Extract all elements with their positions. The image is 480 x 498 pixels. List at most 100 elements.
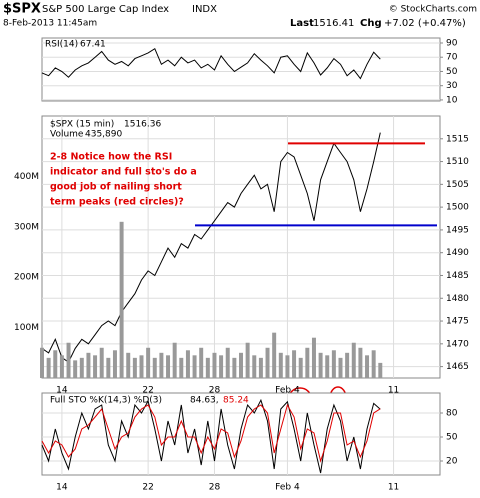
volume-bar — [331, 350, 336, 378]
volume-bar — [119, 221, 124, 378]
price-title: $SPX (15 min) — [50, 120, 114, 130]
rsi-last: 67.41 — [80, 40, 106, 50]
x-tick-label: 14 — [56, 483, 68, 493]
chg-label: Chg — [360, 18, 382, 29]
symbol: $SPX — [3, 2, 41, 17]
volume-bar — [325, 355, 330, 378]
volume-bar — [59, 355, 64, 378]
volume-bar — [318, 352, 323, 378]
volume-bar — [172, 342, 177, 378]
volume-bar — [252, 355, 257, 378]
annotation: term peaks (red circles)? — [50, 197, 184, 208]
annotation: 2-8 Notice how the RSI — [50, 152, 172, 163]
volume-bar — [79, 357, 84, 378]
sto-title: Full STO %K(14,3) %D(3) — [50, 396, 162, 406]
volume-bar — [212, 352, 217, 378]
exchange: INDX — [192, 4, 217, 15]
volume-bar — [139, 355, 144, 378]
volume-bar — [93, 355, 98, 378]
y-tick-label: 20 — [446, 457, 458, 467]
volume-bar — [132, 357, 137, 378]
panel — [41, 37, 441, 102]
volume-bar — [112, 350, 117, 378]
annotation: good job of nailing short — [50, 182, 182, 193]
y-tick-label: 1475 — [446, 317, 469, 327]
y-tick-label: 90 — [446, 38, 458, 48]
volume-bar — [126, 352, 131, 378]
volume-bar — [338, 357, 343, 378]
volume-bar — [152, 357, 157, 378]
rsi-name: RSI(14) — [45, 40, 78, 50]
volume-bar — [265, 347, 270, 378]
volume-bar — [245, 342, 250, 378]
volume-bar — [239, 352, 243, 378]
x-tick-label: 22 — [142, 483, 153, 493]
date: 8-Feb-2013 11:45am — [3, 19, 97, 29]
volume-bar — [225, 347, 230, 378]
x-tick-label: 11 — [388, 483, 399, 493]
y-tick-label: 1505 — [446, 180, 469, 190]
volume-bar — [106, 357, 111, 378]
series-line — [41, 47, 381, 80]
sto-k-last: 84.63, — [190, 396, 219, 406]
copyright: © StockCharts.com — [389, 5, 477, 15]
volume-bar — [305, 347, 310, 378]
volume-bar — [205, 357, 210, 378]
volume-bar — [99, 347, 104, 378]
y-tick-label: 50 — [446, 67, 458, 77]
y-tick-label: 80 — [446, 409, 458, 419]
chg: +7.02 (+0.47%) — [384, 18, 466, 29]
volume-last: 435,890 — [85, 130, 122, 140]
volume-bar — [46, 357, 51, 378]
y2-tick-label: 200M — [14, 273, 39, 283]
volume-bar — [179, 357, 184, 378]
price-last: 1516.36 — [124, 120, 161, 130]
volume-bar — [192, 355, 197, 378]
y-tick-label: 1495 — [446, 225, 469, 235]
series-line — [41, 403, 381, 463]
volume-bar — [351, 342, 356, 378]
volume-bar — [40, 347, 44, 378]
volume-bar — [146, 347, 151, 378]
index-name: S&P 500 Large Cap Index — [42, 4, 169, 15]
volume-bar — [365, 355, 370, 378]
volume-name: Volume — [50, 130, 84, 140]
last-label: Last — [290, 18, 314, 29]
y2-tick-label: 400M — [14, 172, 39, 182]
x-tick-label: Feb 4 — [275, 483, 300, 493]
y2-tick-label: 300M — [14, 222, 39, 232]
x-tick-label: Feb 4 — [275, 386, 300, 396]
volume-bar — [311, 337, 316, 378]
volume-bar — [199, 347, 204, 378]
volume-bar — [219, 355, 224, 378]
volume-bar — [53, 350, 58, 378]
x-tick-label: 28 — [209, 386, 221, 396]
volume-bar — [345, 352, 350, 378]
volume-bar — [232, 357, 237, 378]
y-tick-label: 1480 — [446, 294, 469, 304]
y-tick-label: 1465 — [446, 362, 469, 372]
x-tick-label: 22 — [142, 386, 153, 396]
volume-bar — [73, 360, 78, 378]
volume-bar — [285, 355, 290, 378]
y-tick-label: 1490 — [446, 248, 469, 258]
y-tick-label: 1470 — [446, 339, 469, 349]
y-tick-label: 1515 — [446, 134, 469, 144]
x-tick-label: 28 — [209, 483, 221, 493]
volume-bar — [298, 357, 303, 378]
last: 1516.41 — [313, 18, 354, 29]
volume-bar — [278, 352, 283, 378]
volume-bar — [66, 342, 71, 378]
x-tick-label: 14 — [56, 386, 68, 396]
y-tick-label: 1510 — [446, 157, 469, 167]
volume-bar — [185, 350, 190, 378]
x-tick-label: 11 — [388, 386, 399, 396]
volume-bar — [258, 357, 263, 378]
y-tick-label: 70 — [446, 53, 458, 63]
y-tick-label: 1485 — [446, 271, 469, 281]
y2-tick-label: 100M — [14, 323, 39, 333]
volume-bar — [166, 355, 171, 378]
volume-bar — [292, 350, 297, 378]
y-tick-label: 10 — [446, 95, 458, 105]
